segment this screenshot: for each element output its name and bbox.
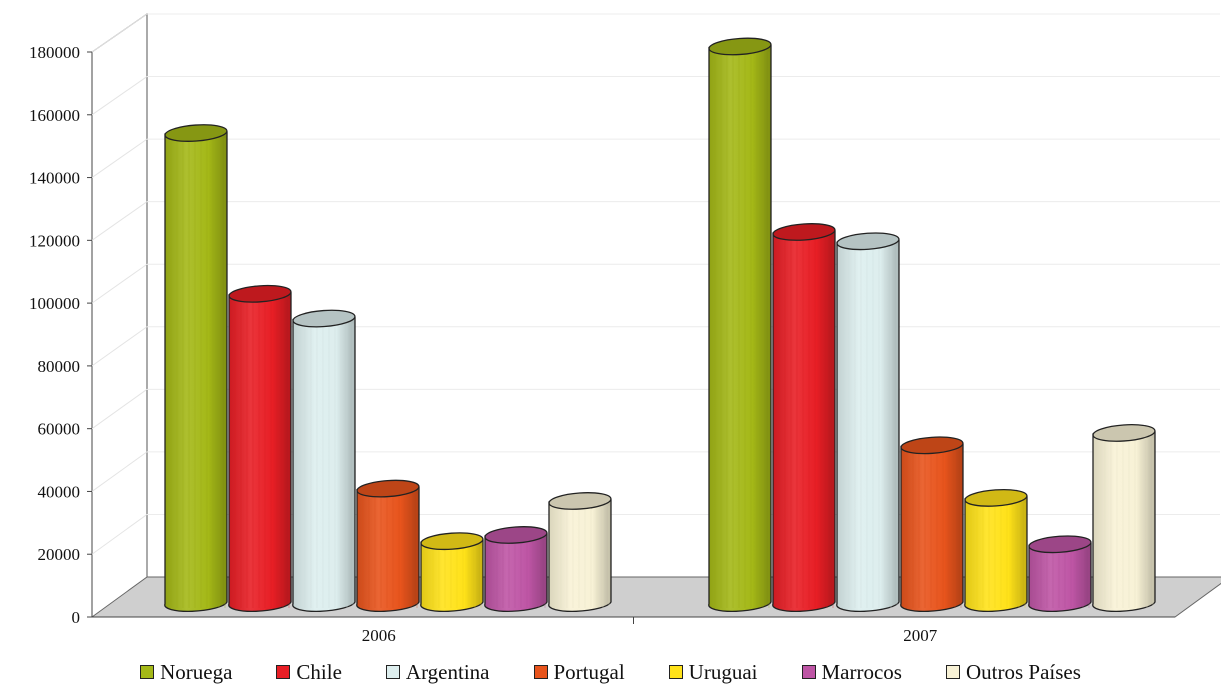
- legend-item: Marrocos: [801, 659, 902, 685]
- bar-body: [708, 44, 772, 613]
- bar-top: [708, 37, 772, 56]
- legend-swatch: [276, 665, 291, 679]
- bar-chile-2007: [772, 223, 836, 613]
- bar-argentina-2006: [292, 309, 356, 613]
- bar-top: [964, 488, 1028, 507]
- bar-outros-países-2007: [1092, 424, 1156, 613]
- bar-body: [292, 316, 356, 613]
- bar-marrocos-2007: [1028, 535, 1092, 613]
- legend-label: Argentina: [405, 659, 490, 684]
- y-tick-label: 180000: [29, 43, 80, 62]
- bars: [164, 37, 1156, 613]
- legend-item: Chile: [276, 660, 342, 685]
- legend-label: Outros Países: [965, 659, 1081, 684]
- y-tick-label: 20000: [38, 545, 81, 564]
- bar-outros-países-2006: [548, 492, 612, 613]
- bar-body: [900, 443, 964, 613]
- bar-top: [164, 124, 228, 142]
- axes: 0 20000 40000 60000 80000 100000 120000 140000 1…: [29, 43, 1175, 645]
- bar-top: [1028, 535, 1092, 554]
- y-tick-label: 160000: [29, 106, 80, 125]
- chart-frame: [91, 13, 148, 617]
- bar-top: [292, 309, 356, 328]
- y-tick-label: 80000: [38, 357, 81, 376]
- y-tick-label: 120000: [29, 231, 80, 250]
- bar-top: [1092, 424, 1156, 442]
- legend-swatch: [668, 665, 683, 679]
- gridline-side: [91, 138, 148, 178]
- gridline-side: [91, 388, 148, 430]
- gridline-side: [91, 451, 148, 492]
- legend-item: Noruega: [140, 660, 232, 685]
- bar-body: [484, 533, 548, 613]
- bar-body: [548, 499, 612, 613]
- x-category-label: 2007: [903, 626, 938, 645]
- bar-portugal-2007: [900, 436, 964, 613]
- bar-top: [356, 479, 420, 498]
- gridline-side: [91, 326, 148, 367]
- bar-top: [228, 284, 292, 303]
- bar-body: [772, 230, 836, 613]
- gridline-side: [91, 263, 148, 304]
- legend-swatch: [140, 665, 155, 679]
- bar-uruguai-2007: [964, 488, 1028, 613]
- y-tick-label: 100000: [29, 294, 80, 313]
- legend-label: Portugal: [553, 659, 625, 684]
- bar-body: [420, 539, 484, 613]
- legend: Noruega Chile Argentina Portugal Uruguai Marr…: [0, 658, 1221, 686]
- bar-argentina-2007: [836, 232, 900, 613]
- legend-label: Uruguai: [688, 659, 758, 684]
- bar-noruega-2006: [164, 124, 228, 613]
- bar-marrocos-2006: [484, 526, 548, 613]
- gridline-side: [91, 13, 148, 53]
- bar-body: [836, 239, 900, 613]
- bar-top: [836, 232, 900, 251]
- legend-swatch: [533, 665, 548, 679]
- legend-item: Portugal: [533, 659, 625, 685]
- legend-swatch: [385, 665, 400, 679]
- bar-top: [420, 532, 484, 551]
- x-category-label: 2006: [362, 626, 396, 645]
- bar-top: [484, 526, 548, 544]
- bar-body: [356, 486, 420, 613]
- y-tick-label: 40000: [38, 482, 81, 501]
- legend-label: Chile: [296, 659, 342, 684]
- legend-swatch: [801, 665, 816, 679]
- bar-body: [164, 131, 228, 613]
- gridline-side: [91, 201, 148, 241]
- y-tick-label: 0: [72, 608, 81, 627]
- legend-item: Outros Países: [945, 659, 1081, 685]
- legend-item: Argentina: [385, 659, 490, 685]
- bar-top: [900, 436, 964, 455]
- gridline-side: [91, 76, 148, 116]
- bar-uruguai-2006: [420, 532, 484, 613]
- bar-portugal-2006: [356, 479, 420, 613]
- y-tick-label: 60000: [38, 420, 81, 439]
- bar-top: [548, 492, 612, 510]
- bar-top: [772, 223, 836, 241]
- chart-svg: 0 20000 40000 60000 80000 100000 120000 140000 1…: [29, 13, 1221, 645]
- legend-swatch: [945, 665, 960, 679]
- legend-item: Uruguai: [668, 659, 758, 685]
- bar-body: [228, 292, 292, 613]
- bar-body: [964, 496, 1028, 613]
- legend-label: Noruega: [160, 659, 233, 684]
- side-wall-edge: [91, 13, 148, 577]
- gridline-side: [91, 514, 148, 555]
- bar-body: [1028, 542, 1092, 613]
- bar-body: [1092, 431, 1156, 613]
- legend-label: Marrocos: [821, 659, 902, 684]
- bar-noruega-2007: [708, 37, 772, 613]
- bar-chile-2006: [228, 284, 292, 613]
- y-tick-label: 140000: [29, 169, 80, 188]
